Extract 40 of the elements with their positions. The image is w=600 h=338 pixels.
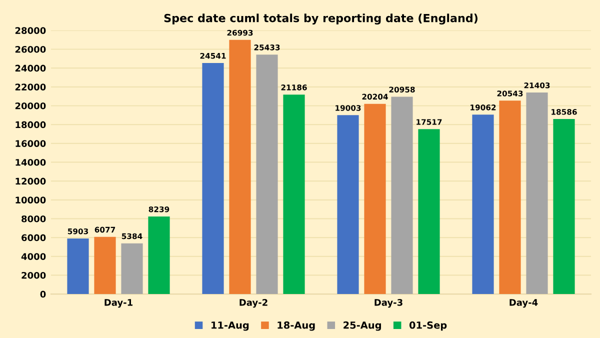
chart-title: Spec date cuml totals by reporting date (England) — [164, 14, 478, 24]
y-tick-label: 8000 — [22, 215, 46, 222]
y-tick-label: 20000 — [15, 102, 46, 110]
y-tick-label: 14000 — [16, 158, 46, 166]
bar — [229, 40, 251, 294]
x-tick-label: Day-1 — [104, 299, 132, 308]
y-tick-label: 18000 — [16, 121, 46, 128]
bar — [391, 96, 413, 294]
bar — [148, 216, 170, 294]
y-tick-label: 6000 — [22, 234, 46, 242]
y-tick-label: 24000 — [15, 64, 46, 72]
y-tick-label: 16000 — [16, 140, 46, 147]
bar — [67, 238, 89, 294]
bar — [418, 129, 440, 294]
y-tick-label: 22000 — [15, 84, 46, 90]
bar — [337, 115, 359, 294]
y-tick-label: 26000 — [15, 46, 46, 53]
y-tick-label: 10000 — [16, 196, 46, 204]
y-tick-label: 2000 — [22, 272, 46, 279]
bar — [94, 236, 116, 294]
legend-label: 18-Aug — [278, 321, 315, 331]
bar — [553, 119, 575, 294]
x-tick-label: Day-4 — [510, 299, 538, 308]
bar — [499, 100, 521, 294]
y-tick-label: 0 — [40, 290, 46, 298]
bar — [202, 62, 224, 294]
bar — [364, 104, 386, 294]
bar — [472, 114, 494, 294]
bar — [283, 94, 305, 294]
bar — [526, 92, 548, 294]
y-tick-label: 12000 — [16, 178, 46, 185]
legend-label: 11-Aug — [212, 322, 249, 331]
y-tick-label: 4000 — [21, 253, 46, 260]
bar — [121, 243, 143, 294]
y-tick-label: 28000 — [15, 27, 46, 34]
bar — [256, 54, 278, 294]
x-tick-label: Day-2 — [240, 299, 268, 308]
legend-label: 01-Sep — [409, 321, 447, 331]
legend-label: 25-Aug — [344, 321, 381, 331]
x-tick-label: Day-3 — [374, 299, 402, 308]
